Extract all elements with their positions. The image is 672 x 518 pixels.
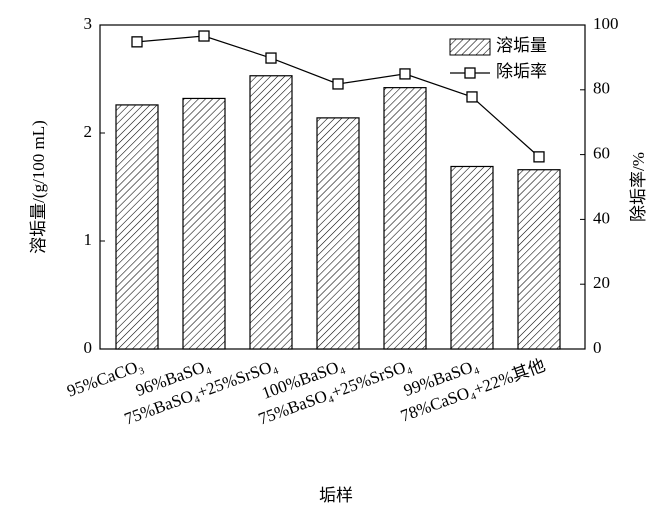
marker — [198, 30, 210, 42]
y-tick-label: 0 — [84, 338, 93, 357]
y2-tick-label: 20 — [593, 273, 610, 292]
y2-tick-label: 60 — [593, 144, 610, 163]
y-axis-label: 溶垢量/(g/100 mL) — [29, 120, 48, 254]
y2-axis-label: 除垢率/% — [629, 152, 648, 222]
marker — [131, 36, 143, 48]
legend-label: 除垢率 — [496, 62, 547, 81]
x-tick-label: 95%CaCO₃ — [64, 356, 145, 401]
marker — [466, 91, 478, 103]
bar — [517, 169, 561, 350]
x-axis-label: 垢样 — [319, 486, 353, 505]
y2-tick-label: 40 — [593, 208, 610, 227]
marker — [332, 78, 344, 90]
bar — [249, 75, 293, 350]
bar — [182, 97, 226, 350]
bar — [316, 117, 360, 350]
y2-tick-label: 0 — [593, 338, 602, 357]
bar — [450, 165, 494, 350]
y-tick-label: 2 — [84, 122, 93, 141]
legend-label: 溶垢量 — [496, 36, 547, 55]
y2-tick-label: 100 — [593, 14, 619, 33]
bar — [383, 87, 427, 350]
legend-swatch — [449, 38, 491, 56]
y-tick-label: 3 — [84, 14, 93, 33]
marker — [533, 151, 545, 163]
y-tick-label: 1 — [84, 230, 93, 249]
y2-tick-label: 80 — [593, 79, 610, 98]
marker — [399, 68, 411, 80]
legend-swatch — [464, 67, 476, 79]
bar — [115, 104, 159, 350]
marker — [265, 52, 277, 64]
